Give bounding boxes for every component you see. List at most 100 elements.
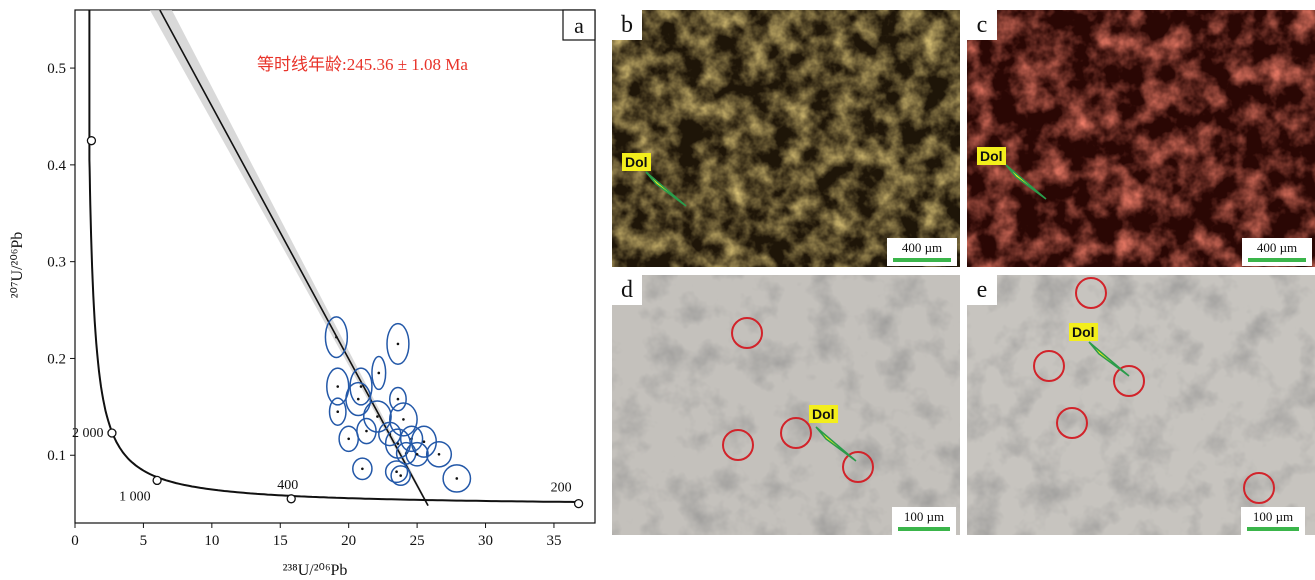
ellipse-center-point [402, 418, 405, 421]
concordia-age-point [107, 428, 117, 438]
error-ellipse [384, 460, 409, 484]
ellipse-center-point [356, 397, 360, 401]
micrograph-b-image [612, 10, 960, 267]
panel-c-tag: c [967, 10, 997, 40]
scalebar-b: 400 µm [887, 238, 957, 266]
concordia-age-label: 2 000 [72, 426, 104, 441]
dol-label-c: Dol [977, 147, 1006, 165]
error-ellipse [386, 322, 410, 366]
scalebar-c-text: 400 µm [1256, 240, 1298, 255]
concordia-age-marks: 2 000 1 000 400 200 [72, 136, 584, 509]
x-tick-label: 20 [341, 533, 356, 549]
analysis-spot [1075, 277, 1107, 309]
micrograph-d-image [612, 275, 960, 535]
error-ellipse [345, 381, 372, 417]
error-ellipse [326, 367, 350, 406]
ellipse-center-point [437, 452, 441, 456]
concordia-age-label: 1 000 [119, 489, 150, 504]
error-ellipse [390, 465, 412, 487]
ellipse-center-point [336, 385, 340, 388]
concordia-age-label: 200 [551, 481, 572, 496]
isochron-age-text: 等时线年龄:245.36 ± 1.08 Ma [257, 55, 468, 74]
ellipse-center-point [347, 437, 350, 441]
x-tick-label: 35 [546, 533, 561, 549]
analysis-spot [842, 451, 874, 483]
concordia-age-point [86, 136, 97, 146]
ellipse-center-point [377, 371, 381, 375]
y-tick-label: 0.1 [47, 448, 66, 464]
micrograph-c-image [967, 10, 1315, 267]
ellipse-center-point [335, 335, 338, 339]
scalebar-d: 100 µm [892, 507, 956, 535]
analysis-spot [731, 317, 763, 349]
dol-arrow-e [1088, 341, 1130, 377]
concordia-age-label: 400 [277, 478, 298, 493]
scalebar-c: 400 µm [1242, 238, 1312, 266]
y-tick-label: 0.4 [47, 158, 66, 174]
ellipse-center-point [359, 385, 363, 388]
panel-e-tag: e [967, 275, 997, 305]
ellipse-center-point [455, 477, 459, 480]
ellipse-center-point [395, 470, 398, 474]
y-tick-label: 0.3 [47, 255, 66, 271]
isochron-confidence-band [149, 10, 430, 506]
ellipse-center-point [376, 415, 379, 418]
dol-label-e: Dol [1069, 323, 1098, 341]
x-tick-label: 0 [71, 533, 79, 549]
error-ellipse [405, 441, 429, 467]
error-ellipse [371, 355, 387, 391]
panel-d-tag: d [612, 275, 642, 305]
error-ellipse [324, 316, 349, 359]
dol-arrow-b [645, 171, 687, 207]
ellipse-center-point [396, 397, 400, 401]
analysis-spot [1243, 472, 1275, 504]
error-ellipse [395, 441, 417, 465]
plot-frame [74, 9, 596, 524]
error-ellipse [338, 425, 360, 453]
x-tick-label: 10 [204, 533, 219, 549]
x-tick-label: 30 [478, 533, 493, 549]
concordia-age-point [286, 494, 296, 504]
error-ellipse [388, 386, 407, 412]
ellipse-center-point [396, 442, 400, 445]
ellipse-center-point [396, 342, 400, 346]
error-ellipse [442, 464, 472, 493]
dol-label-d: Dol [809, 405, 838, 423]
panel-a-tag: a [574, 13, 584, 38]
ellipse-center-point [415, 452, 419, 456]
panel-a-tag-box [562, 9, 596, 41]
analysis-spot [1056, 407, 1088, 439]
concordia-curve [88, 10, 582, 503]
ellipse-center-point [361, 467, 364, 471]
ellipse-center-point [336, 410, 340, 413]
dol-arrow-d [815, 426, 857, 462]
data-ellipses [324, 316, 472, 493]
scalebar-e: 100 µm [1241, 507, 1305, 535]
x-axis-label: ²³⁸U/²⁰⁶Pb [283, 562, 348, 579]
error-ellipse [328, 397, 347, 426]
isochron-chart: 0 5 10 15 20 25 30 35 0.1 0.2 0.3 0.4 0.5 2 000 1 000… [9, 9, 596, 579]
panel-b-tag: b [612, 10, 642, 40]
error-ellipse [399, 425, 424, 453]
y-tick-label: 0.5 [47, 61, 66, 77]
scalebar-e-text: 100 µm [1252, 509, 1294, 524]
ellipse-center-point [399, 474, 402, 477]
dol-arrow-c [1005, 164, 1047, 200]
y-axis-label: ²⁰⁷U/²⁰⁶Pb [9, 232, 26, 298]
axis-ticks: 0 5 10 15 20 25 30 35 0.1 0.2 0.3 0.4 0.5 [47, 61, 561, 549]
error-ellipse [378, 421, 402, 447]
error-ellipse [425, 440, 453, 468]
error-ellipse [352, 457, 373, 481]
photo-panel-e: e Dol 100 µm [967, 275, 1315, 535]
x-tick-label: 25 [410, 533, 425, 549]
concordia-age-point [573, 498, 584, 509]
scalebar-b-text: 400 µm [901, 240, 943, 255]
concordia-age-point [152, 475, 162, 486]
ellipse-center-point [365, 429, 368, 433]
photo-panel-d: d Dol 100 µm [612, 275, 960, 535]
dol-label-b: Dol [622, 153, 651, 171]
error-ellipse [388, 402, 418, 437]
isochron-line [159, 9, 429, 506]
y-tick-label: 0.2 [47, 351, 66, 367]
analysis-spot [722, 429, 754, 461]
